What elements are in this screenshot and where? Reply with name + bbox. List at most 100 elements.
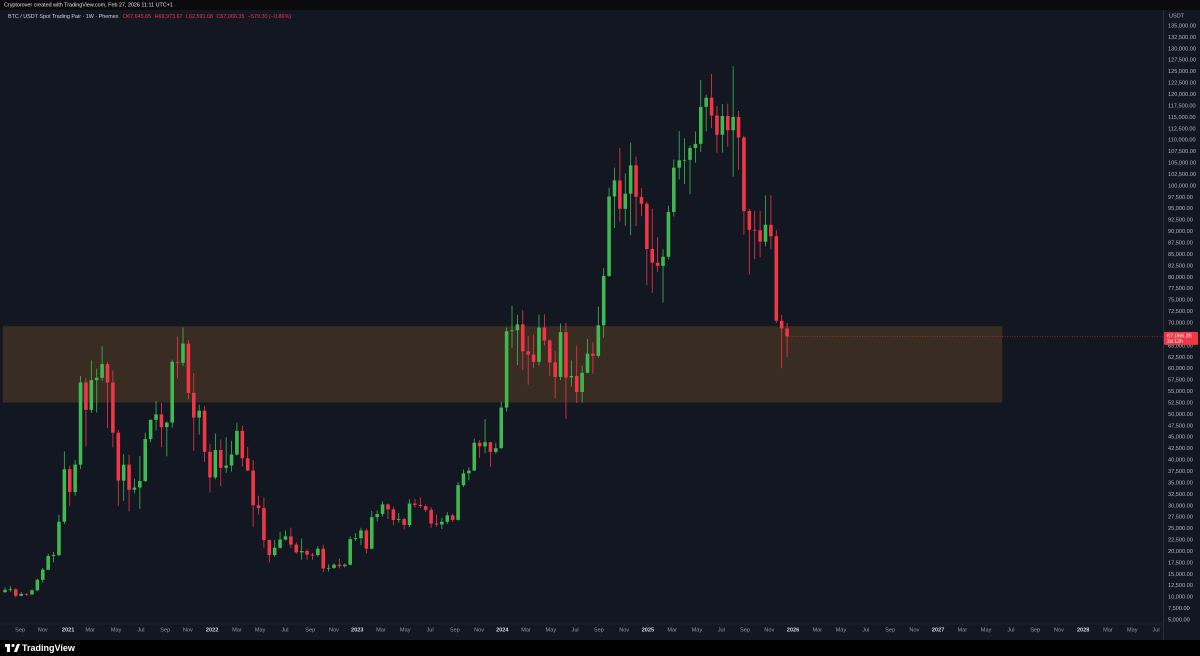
x-tick-label: Jul <box>1152 627 1159 633</box>
candle-body <box>698 106 703 144</box>
candle-body <box>396 519 401 520</box>
y-tick-label: 22,500.00 <box>1168 538 1193 544</box>
candle-body <box>742 137 746 212</box>
bottom-bar <box>0 640 1200 656</box>
candle-body <box>272 547 277 556</box>
candle-body <box>774 236 779 321</box>
candle-body <box>262 508 266 541</box>
x-tick-label: Jul <box>718 627 725 633</box>
candle-body <box>423 506 428 510</box>
x-tick-label: 2026 <box>787 627 799 633</box>
y-tick-label: 27,500.00 <box>1168 515 1193 521</box>
candle-body <box>316 548 320 556</box>
candle-body <box>612 180 617 197</box>
candle-body <box>666 211 671 257</box>
candle-body <box>343 564 347 567</box>
y-tick-label: 85,000.00 <box>1168 252 1193 258</box>
x-tick-label: Jul <box>281 627 288 633</box>
currency-label: USDT <box>1169 13 1185 19</box>
candle-body <box>785 328 789 337</box>
candle-body <box>645 203 649 249</box>
candle-body <box>19 593 23 596</box>
candle-body <box>510 330 514 332</box>
y-tick-label: 30,000.00 <box>1168 503 1193 509</box>
y-tick-label: 12,500.00 <box>1168 583 1193 589</box>
y-tick-label: 87,500.00 <box>1168 241 1193 247</box>
candle-body <box>434 523 439 525</box>
brand-name: TradingView <box>22 643 76 653</box>
candle-body <box>467 470 471 474</box>
candle-body <box>440 521 444 525</box>
candle-body <box>677 160 681 168</box>
candle-body <box>111 382 115 433</box>
candle-body <box>607 196 611 276</box>
candle-body <box>456 485 460 520</box>
candle-body <box>386 504 390 510</box>
candle-body <box>299 551 304 553</box>
candle-body <box>84 382 88 410</box>
candle-body <box>165 422 169 428</box>
x-tick-label: Sep <box>450 627 460 633</box>
candle-body <box>725 116 730 131</box>
y-tick-label: 42,500.00 <box>1168 446 1193 452</box>
candle-body <box>526 351 530 355</box>
legend: BTC / USDT Spot Trading Pair · 1W · Phem… <box>8 14 291 20</box>
candle-body <box>256 505 261 509</box>
x-tick-label: Sep <box>15 627 25 633</box>
candle-body <box>769 224 773 237</box>
candle-body <box>682 159 687 161</box>
x-tick-label: Sep <box>740 627 750 633</box>
logo-shape <box>7 644 10 652</box>
candle-body <box>752 229 757 231</box>
candle-body <box>116 432 121 481</box>
x-tick-label: Nov <box>909 627 919 633</box>
x-tick-label: 2027 <box>932 627 944 633</box>
x-tick-label: 2028 <box>1077 627 1089 633</box>
candle-body <box>294 544 299 553</box>
logo-shape <box>11 644 15 647</box>
attribution: Cryptorover created with TradingView.com… <box>4 2 173 8</box>
candle-body <box>601 275 606 326</box>
candle-body <box>278 539 282 548</box>
y-tick-label: 92,500.00 <box>1168 218 1193 224</box>
candle-body <box>709 97 714 116</box>
candle-body <box>494 448 498 452</box>
candle-body <box>537 327 541 362</box>
candle-body <box>51 555 56 557</box>
candle-body <box>132 487 137 490</box>
candle-body <box>326 567 331 569</box>
x-tick-label: Nov <box>1054 627 1064 633</box>
legend-close: C67,066.35 <box>217 14 245 20</box>
legend-symbol: BTC / USDT Spot Trading Pair · 1W · Phem… <box>8 14 119 20</box>
candle-body <box>736 116 741 138</box>
candle-body <box>73 464 77 493</box>
x-tick-label: Sep <box>594 627 604 633</box>
x-tick-label: Mar <box>958 627 968 633</box>
candle-body <box>402 519 406 525</box>
candle-body <box>197 410 201 418</box>
y-tick-label: 77,500.00 <box>1168 286 1193 292</box>
x-tick-label: Mar <box>232 627 242 633</box>
x-tick-label: 2025 <box>642 627 654 633</box>
price-tag <box>1164 331 1198 345</box>
candle-body <box>591 353 595 356</box>
x-tick-label: May <box>546 627 557 633</box>
candle-body <box>515 324 520 331</box>
y-tick-label: 40,000.00 <box>1168 458 1193 464</box>
x-tick-label: Mar <box>521 627 531 633</box>
candle-body <box>127 464 131 490</box>
candle-layer <box>3 66 1163 598</box>
legend-high: H69,973.67 <box>155 14 183 20</box>
candle-body <box>283 536 288 540</box>
candle-body <box>251 470 255 506</box>
y-tick-label: 45,000.00 <box>1168 435 1193 441</box>
price-tag-countdown: 2d 12h <box>1167 339 1183 345</box>
candle-body <box>35 579 40 591</box>
x-tick-label: Nov <box>619 627 629 633</box>
support-zone <box>2 326 1003 403</box>
x-tick-label: Nov <box>764 627 774 633</box>
x-tick-label: Mar <box>376 627 386 633</box>
candle-body <box>24 593 29 595</box>
y-tick-label: 75,000.00 <box>1168 298 1193 304</box>
